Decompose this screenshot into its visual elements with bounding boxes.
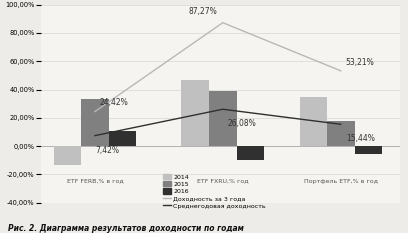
- Text: Рис. 2. Диаграмма результатов доходности по годам: Рис. 2. Диаграмма результатов доходности…: [8, 224, 244, 233]
- Bar: [81, 99, 109, 146]
- Bar: [109, 131, 136, 146]
- Bar: [299, 97, 327, 146]
- Bar: [355, 146, 382, 154]
- Text: Портфель ETF,% в год: Портфель ETF,% в год: [304, 179, 378, 184]
- Text: 26,08%: 26,08%: [228, 119, 257, 128]
- Bar: [327, 121, 355, 146]
- Bar: [209, 91, 237, 146]
- Text: 53,21%: 53,21%: [346, 58, 375, 67]
- Text: ETF FERB,% в год: ETF FERB,% в год: [67, 179, 123, 184]
- Text: 24,42%: 24,42%: [100, 98, 129, 107]
- Bar: [237, 146, 264, 160]
- Text: 15,44%: 15,44%: [346, 134, 375, 143]
- Legend: 2014, 2015, 2016, Доходность за 3 года, Среднегодовая доходность: 2014, 2015, 2016, Доходность за 3 года, …: [162, 173, 266, 209]
- Bar: [53, 146, 81, 165]
- Text: 7,42%: 7,42%: [95, 146, 119, 154]
- Text: ETF FXRU,% год: ETF FXRU,% год: [197, 179, 248, 184]
- Text: 87,27%: 87,27%: [188, 7, 217, 16]
- Bar: [182, 80, 209, 146]
